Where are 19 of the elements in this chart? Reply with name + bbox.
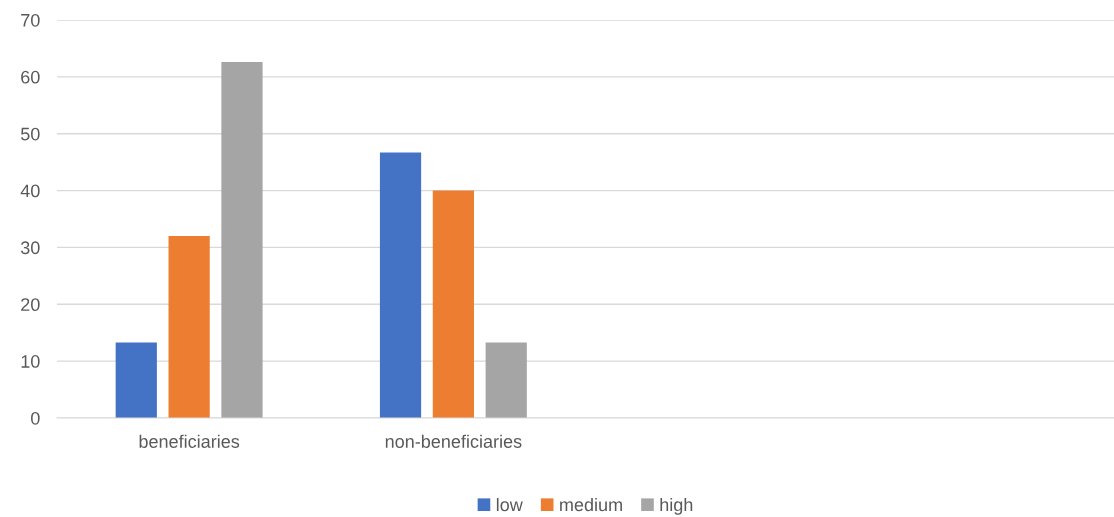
bar (115, 342, 157, 418)
y-tick-label: 50 (20, 127, 40, 141)
x-tick-label: non-beneficiaries (385, 434, 522, 448)
bar (221, 62, 263, 418)
legend-label: medium (560, 497, 622, 512)
legend-label: high (660, 497, 693, 515)
y-tick-label: 70 (21, 13, 40, 27)
y-tick-label: 20 (21, 298, 40, 312)
bar (432, 190, 474, 418)
bar (485, 342, 527, 418)
y-tick-label: 60 (21, 70, 40, 84)
y-tick-label: 10 (21, 355, 40, 368)
bar (379, 152, 422, 418)
legend-label: low (496, 497, 523, 512)
y-tick-label: 30 (20, 241, 40, 255)
y-tick-label: 40 (20, 184, 40, 198)
x-tick-label: beneficiaries (139, 434, 240, 448)
y-tick-label: 0 (31, 411, 40, 425)
bar (168, 236, 210, 418)
